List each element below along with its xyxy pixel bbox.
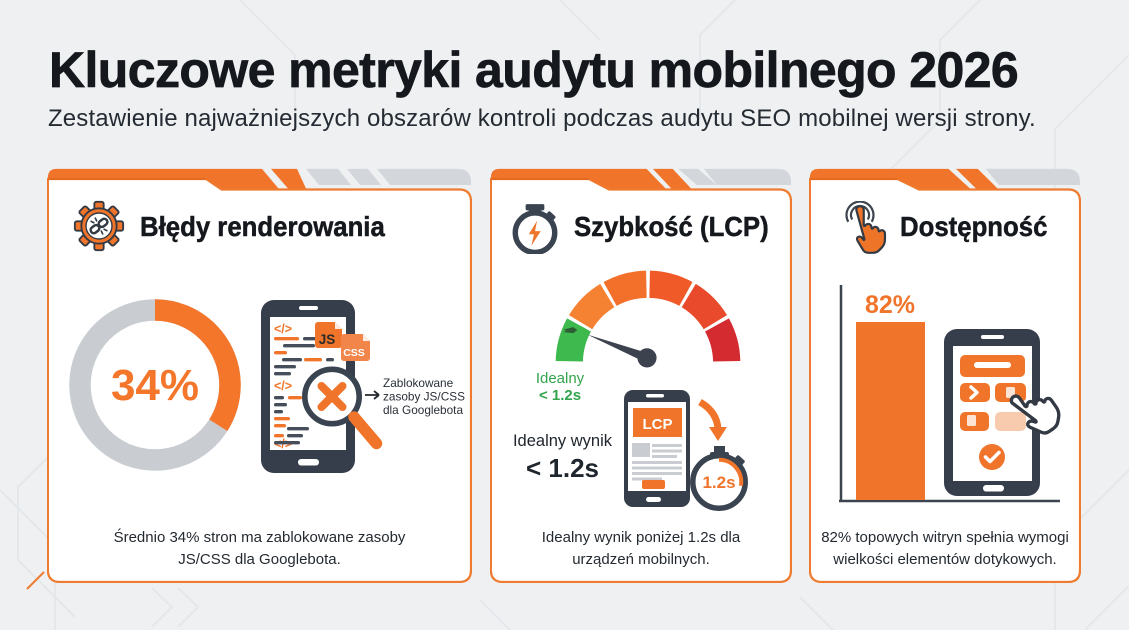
svg-text:82%: 82% xyxy=(865,291,915,319)
svg-text:dla Googlebota: dla Googlebota xyxy=(383,403,463,417)
svg-text:zasoby JS/CSS: zasoby JS/CSS xyxy=(383,390,465,404)
svg-text:CSS: CSS xyxy=(343,347,365,359)
svg-text:LCP: LCP xyxy=(643,416,673,433)
svg-text:JS: JS xyxy=(319,332,336,347)
svg-text:</>: </> xyxy=(274,379,292,393)
svg-text:</>: </> xyxy=(274,322,292,336)
svg-text:34%: 34% xyxy=(111,361,199,410)
svg-text:Zablokowane: Zablokowane xyxy=(383,376,454,390)
svg-text:1.2s: 1.2s xyxy=(702,473,735,492)
